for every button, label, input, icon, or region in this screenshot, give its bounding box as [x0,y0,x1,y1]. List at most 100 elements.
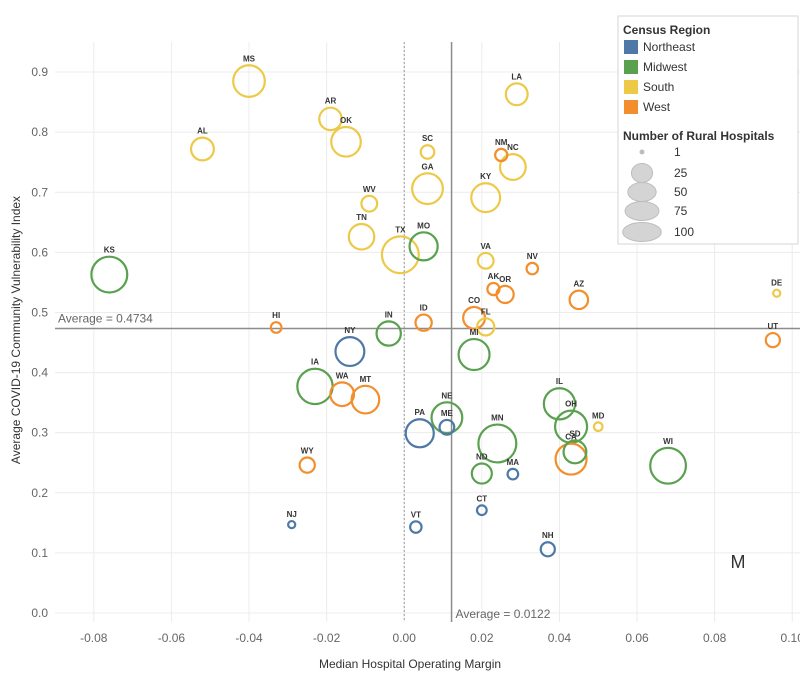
data-points [90,64,782,558]
point-al[interactable] [189,136,215,162]
point-ar[interactable] [318,106,343,132]
point-mn[interactable] [477,423,518,464]
legend-size-label: 25 [674,166,688,180]
point-va[interactable] [476,251,495,270]
x-tick-label: -0.08 [80,631,108,645]
point-label-ky: KY [480,172,492,181]
y-tick-label: 0.9 [31,65,48,79]
point-wi[interactable] [649,446,688,485]
point-nj[interactable] [287,519,297,530]
y-average-label: Average = 0.4734 [58,311,153,325]
legend-size-mark [639,149,645,155]
point-label-nm: NM [495,138,508,147]
point-de[interactable] [772,288,782,298]
point-ms[interactable] [232,64,266,98]
point-label-nd: ND [476,453,488,462]
point-label-hi: HI [272,311,280,320]
point-label-vt: VT [411,510,421,519]
tick-labels: -0.08 -0.06 -0.04 -0.02 0.00 0.02 0.04 0.06 0.08… [31,65,800,645]
point-ok[interactable] [330,125,362,158]
point-wy[interactable] [298,456,316,474]
legend-size-mark [630,163,654,183]
point-label-ct: CT [476,494,487,503]
point-label-pa: PA [414,408,425,417]
point-id[interactable] [414,313,433,332]
legend-size-label: 100 [674,225,694,239]
point-label-ga: GA [422,162,434,171]
point-ct[interactable] [475,504,488,517]
point-la[interactable] [504,82,529,107]
point-sd[interactable] [562,439,588,465]
point-mo[interactable] [408,231,439,262]
point-nh[interactable] [539,541,556,558]
point-label-mo: MO [417,221,430,230]
point-label-id: ID [420,304,428,313]
point-tn[interactable] [347,222,376,251]
point-vt[interactable] [409,520,423,534]
point-label-de: DE [771,279,783,288]
point-md[interactable] [592,421,604,433]
point-label-wi: WI [663,437,673,446]
point-sc[interactable] [419,144,436,160]
point-label-la: LA [511,72,522,81]
point-ga[interactable] [411,172,444,206]
y-tick-label: 0.7 [31,185,48,199]
point-label-ny: NY [344,326,356,335]
point-tx[interactable] [380,235,420,275]
point-mi[interactable] [457,337,491,372]
point-label-nc: NC [507,143,519,152]
point-label-sc: SC [422,134,433,143]
point-nv[interactable] [525,261,540,276]
point-ut[interactable] [764,331,781,349]
legend-swatch-south [624,80,638,94]
legend: Census Region NortheastMidwestSouthWest … [617,15,799,245]
point-label-wy: WY [301,447,315,456]
point-nm[interactable] [494,147,509,163]
x-tick-label: -0.02 [313,631,341,645]
point-mt[interactable] [350,384,381,415]
point-hi[interactable] [269,321,283,334]
point-label-nj: NJ [287,510,297,519]
x-tick-label: 0.10 [781,631,800,645]
point-ca[interactable] [554,442,588,476]
y-tick-label: 0.8 [31,125,48,139]
legend-size-title: Number of Rural Hospitals [623,129,775,143]
x-tick-label: -0.04 [235,631,263,645]
legend-swatch-west [624,100,638,114]
point-label-tx: TX [395,225,406,234]
point-me[interactable] [438,418,456,436]
corner-mark: M [731,552,746,572]
point-nc[interactable] [498,153,527,181]
point-ny[interactable] [334,336,366,368]
point-label-ks: KS [104,246,116,255]
legend-size-label: 75 [674,204,688,218]
point-fl[interactable] [476,317,496,337]
point-ma[interactable] [506,467,520,481]
point-in[interactable] [375,320,402,347]
point-pa[interactable] [404,418,435,449]
point-ia[interactable] [296,367,334,406]
point-label-ne: NE [441,391,453,400]
point-label-mi: MI [470,328,479,337]
point-wa[interactable] [329,381,356,408]
point-wv[interactable] [360,194,379,213]
point-label-ms: MS [243,54,256,63]
point-label-me: ME [441,409,454,418]
point-label-ut: UT [768,322,779,331]
point-ak[interactable] [486,281,501,297]
point-il[interactable] [542,387,577,421]
point-ky[interactable] [470,182,502,214]
legend-size-label: 1 [674,145,681,159]
point-ks[interactable] [90,255,129,294]
point-labels: MN TX KS WI IA OH MS IL MI CA GA NE OK KY NY MO PA MT NC TN… [104,54,783,540]
point-nd[interactable] [470,462,493,485]
y-tick-label: 0.1 [31,546,48,560]
legend-region-label: Northeast [643,40,696,54]
point-az[interactable] [568,289,590,311]
x-tick-label: 0.02 [470,631,494,645]
point-ne[interactable] [430,401,464,435]
legend-size-mark [624,201,660,221]
legend-sizes: 1 25 50 75 100 [622,145,694,242]
legend-region-label: West [643,100,671,114]
legend-size-mark [622,222,662,242]
